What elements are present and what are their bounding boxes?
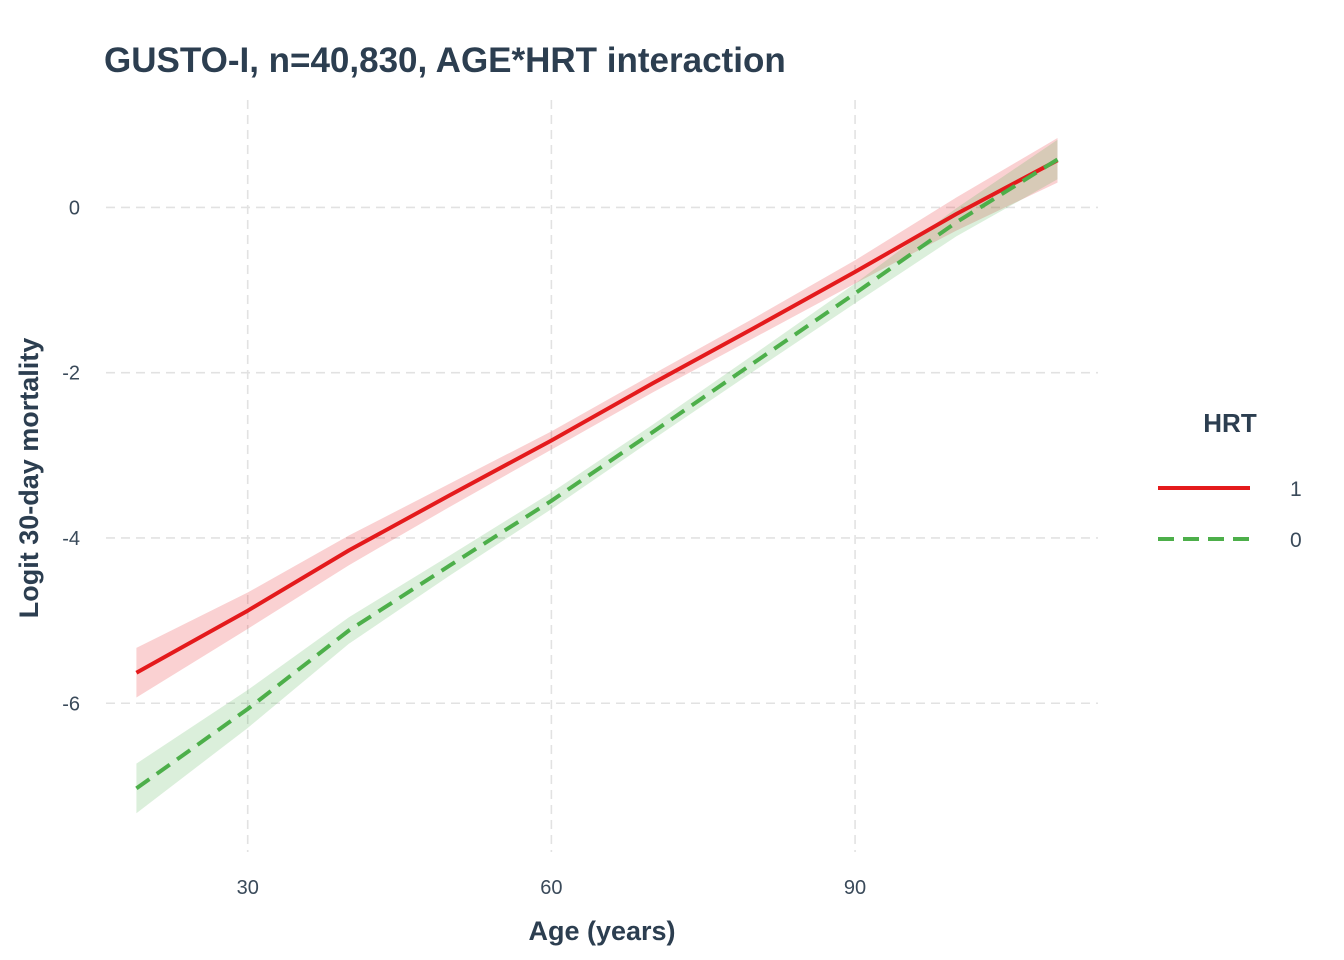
x-tick-label: 30 bbox=[237, 877, 259, 899]
ci-band-hrt-1 bbox=[136, 138, 1058, 698]
y-tick-label: -4 bbox=[62, 528, 80, 550]
legend-label-1: 1 bbox=[1290, 478, 1302, 501]
y-tick-label: 0 bbox=[69, 197, 80, 219]
series-line-hrt-1 bbox=[135, 158, 1059, 675]
y-tick-label: -6 bbox=[62, 693, 80, 715]
series-line-hrt-0 bbox=[135, 157, 1059, 791]
y-axis-title: Logit 30-day mortality bbox=[14, 338, 44, 619]
ci-band-hrt-0 bbox=[136, 139, 1058, 814]
x-tick-label: 60 bbox=[540, 877, 562, 899]
legend-title: HRT bbox=[1203, 408, 1257, 438]
y-axis-ticks: 0 -2 -4 -6 bbox=[62, 197, 80, 715]
legend: HRT 1 0 bbox=[1158, 408, 1302, 552]
confidence-bands bbox=[136, 138, 1058, 814]
series-lines bbox=[135, 157, 1059, 791]
chart-title: GUSTO-I, n=40,830, AGE*HRT interaction bbox=[104, 41, 786, 80]
y-tick-label: -2 bbox=[62, 363, 80, 385]
legend-label-0: 0 bbox=[1290, 529, 1302, 552]
x-axis-title: Age (years) bbox=[528, 916, 675, 946]
x-tick-label: 90 bbox=[844, 877, 866, 899]
x-axis-ticks: 30 60 90 bbox=[237, 877, 867, 899]
grid-lines bbox=[106, 100, 1098, 852]
